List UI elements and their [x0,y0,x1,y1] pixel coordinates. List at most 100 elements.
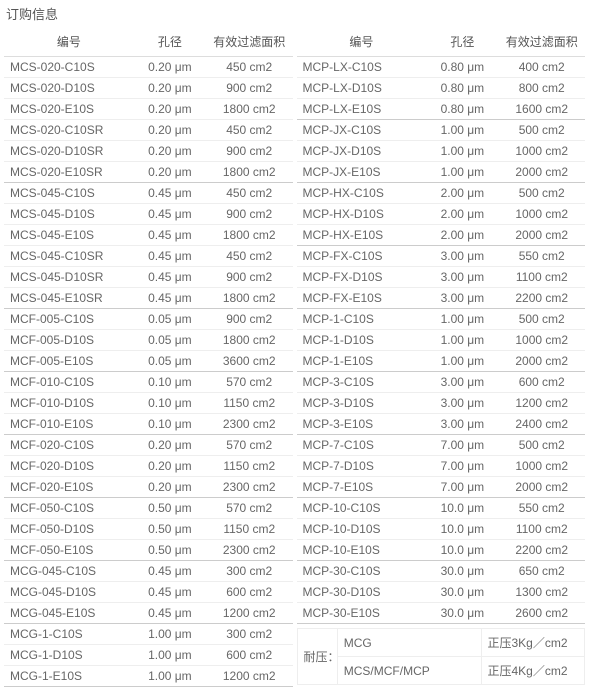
table-row: MCP-3-C10S3.00 μm600 cm2 [297,372,586,393]
cell-pore: 1.00 μm [134,666,206,687]
table-row: MCG-1-E10S1.00 μm1200 cm2 [4,666,293,687]
cell-code: MCP-HX-C10S [297,183,427,204]
table-row: MCS-045-C10SR0.45 μm450 cm2 [4,246,293,267]
cell-pore: 0.10 μm [134,414,206,435]
cell-pore: 0.45 μm [134,288,206,309]
cell-code: MCG-045-C10S [4,561,134,582]
pressure-value: 正压4Kg／cm2 [481,657,585,685]
cell-area: 600 cm2 [206,582,293,603]
table-row: MCF-010-E10S0.10 μm2300 cm2 [4,414,293,435]
cell-pore: 0.05 μm [134,330,206,351]
cell-code: MCG-1-E10S [4,666,134,687]
table-row: MCS-045-D10S0.45 μm900 cm2 [4,204,293,225]
cell-code: MCP-1-C10S [297,309,427,330]
table-row: MCP-LX-E10S0.80 μm1600 cm2 [297,99,586,120]
table-row: MCF-050-C10S0.50 μm570 cm2 [4,498,293,519]
cell-pore: 0.10 μm [134,372,206,393]
table-row: MCP-JX-C10S1.00 μm500 cm2 [297,120,586,141]
cell-code: MCS-045-C10SR [4,246,134,267]
cell-area: 450 cm2 [206,120,293,141]
cell-pore: 0.45 μm [134,603,206,624]
pressure-type: MCG [337,629,481,657]
table-row: MCF-020-C10S0.20 μm570 cm2 [4,435,293,456]
cell-code: MCP-HX-D10S [297,204,427,225]
table-row: MCG-045-E10S0.45 μm1200 cm2 [4,603,293,624]
table-row: MCS-020-D10S0.20 μm900 cm2 [4,78,293,99]
cell-pore: 0.45 μm [134,183,206,204]
cell-code: MCP-FX-E10S [297,288,427,309]
cell-code: MCF-020-E10S [4,477,134,498]
cell-code: MCP-3-C10S [297,372,427,393]
cell-area: 1000 cm2 [498,204,585,225]
cell-area: 450 cm2 [206,57,293,78]
cell-area: 3600 cm2 [206,351,293,372]
cell-code: MCP-LX-E10S [297,99,427,120]
table-row: MCS-020-E10S0.20 μm1800 cm2 [4,99,293,120]
cell-area: 500 cm2 [498,183,585,204]
cell-pore: 0.80 μm [426,57,498,78]
cell-code: MCG-045-D10S [4,582,134,603]
cell-area: 1150 cm2 [206,456,293,477]
cell-pore: 1.00 μm [426,120,498,141]
table-row: MCP-HX-E10S2.00 μm2000 cm2 [297,225,586,246]
cell-area: 2200 cm2 [498,540,585,561]
cell-area: 1600 cm2 [498,99,585,120]
table-row: MCP-LX-D10S0.80 μm800 cm2 [297,78,586,99]
cell-area: 1150 cm2 [206,519,293,540]
cell-code: MCF-010-E10S [4,414,134,435]
cell-pore: 2.00 μm [426,183,498,204]
table-row: MCP-7-D10S7.00 μm1000 cm2 [297,456,586,477]
cell-area: 2000 cm2 [498,477,585,498]
cell-area: 300 cm2 [206,561,293,582]
cell-code: MCS-020-E10SR [4,162,134,183]
cell-area: 1800 cm2 [206,225,293,246]
cell-area: 1200 cm2 [206,603,293,624]
cell-code: MCS-020-E10S [4,99,134,120]
cell-pore: 0.45 μm [134,246,206,267]
table-row: MCF-005-E10S0.05 μm3600 cm2 [4,351,293,372]
table-row: MCF-020-E10S0.20 μm2300 cm2 [4,477,293,498]
cell-pore: 0.05 μm [134,309,206,330]
table-row: MCP-HX-C10S2.00 μm500 cm2 [297,183,586,204]
table-row: MCG-045-D10S0.45 μm600 cm2 [4,582,293,603]
table-row: MCP-1-C10S1.00 μm500 cm2 [297,309,586,330]
cell-area: 1100 cm2 [498,267,585,288]
cell-pore: 0.20 μm [134,78,206,99]
cell-pore: 7.00 μm [426,477,498,498]
table-row: MCP-10-C10S10.0 μm550 cm2 [297,498,586,519]
cell-pore: 0.50 μm [134,540,206,561]
cell-pore: 1.00 μm [426,141,498,162]
header-area: 有效过滤面积 [498,27,585,57]
cell-area: 1200 cm2 [498,393,585,414]
pressure-label: 耐压： [297,629,337,685]
cell-pore: 1.00 μm [426,309,498,330]
cell-code: MCP-LX-D10S [297,78,427,99]
cell-pore: 3.00 μm [426,372,498,393]
table-row: MCP-FX-E10S3.00 μm2200 cm2 [297,288,586,309]
right-table: 编号 孔径 有效过滤面积 MCP-LX-C10S0.80 μm400 cm2MC… [297,27,586,624]
cell-pore: 3.00 μm [426,267,498,288]
cell-pore: 0.20 μm [134,477,206,498]
header-pore: 孔径 [134,27,206,57]
table-row: MCP-LX-C10S0.80 μm400 cm2 [297,57,586,78]
table-row: MCP-1-E10S1.00 μm2000 cm2 [297,351,586,372]
cell-pore: 0.20 μm [134,162,206,183]
cell-area: 550 cm2 [498,246,585,267]
table-row: MCS-045-E10SR0.45 μm1800 cm2 [4,288,293,309]
cell-code: MCP-10-E10S [297,540,427,561]
cell-area: 900 cm2 [206,309,293,330]
cell-pore: 0.80 μm [426,99,498,120]
cell-code: MCP-FX-D10S [297,267,427,288]
cell-pore: 0.50 μm [134,498,206,519]
cell-code: MCP-7-E10S [297,477,427,498]
cell-area: 450 cm2 [206,246,293,267]
table-row: MCS-020-C10SR0.20 μm450 cm2 [4,120,293,141]
table-row: MCP-FX-D10S3.00 μm1100 cm2 [297,267,586,288]
table-row: MCP-3-D10S3.00 μm1200 cm2 [297,393,586,414]
header-code: 编号 [297,27,427,57]
cell-code: MCF-005-C10S [4,309,134,330]
header-area: 有效过滤面积 [206,27,293,57]
cell-area: 500 cm2 [498,309,585,330]
section-title: 订购信息 [0,0,589,27]
cell-code: MCF-010-D10S [4,393,134,414]
